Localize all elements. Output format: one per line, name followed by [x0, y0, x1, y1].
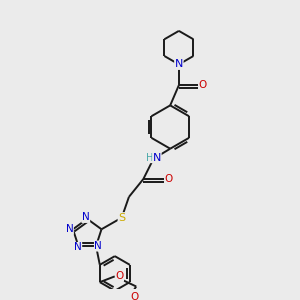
Text: H: H — [146, 153, 154, 163]
Text: O: O — [130, 292, 139, 300]
Text: S: S — [118, 213, 125, 223]
Text: O: O — [165, 174, 173, 184]
Text: O: O — [199, 80, 207, 90]
Text: N: N — [74, 242, 82, 253]
Text: N: N — [94, 241, 102, 251]
Text: N: N — [175, 59, 183, 69]
Text: N: N — [153, 153, 161, 163]
Text: O: O — [115, 272, 124, 281]
Text: N: N — [82, 212, 90, 222]
Text: N: N — [66, 224, 73, 234]
